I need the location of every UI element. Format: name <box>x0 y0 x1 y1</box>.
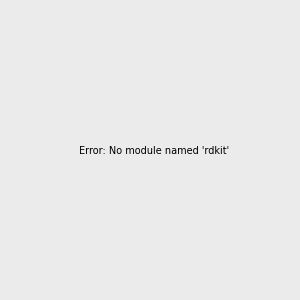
Text: Error: No module named 'rdkit': Error: No module named 'rdkit' <box>79 146 229 157</box>
